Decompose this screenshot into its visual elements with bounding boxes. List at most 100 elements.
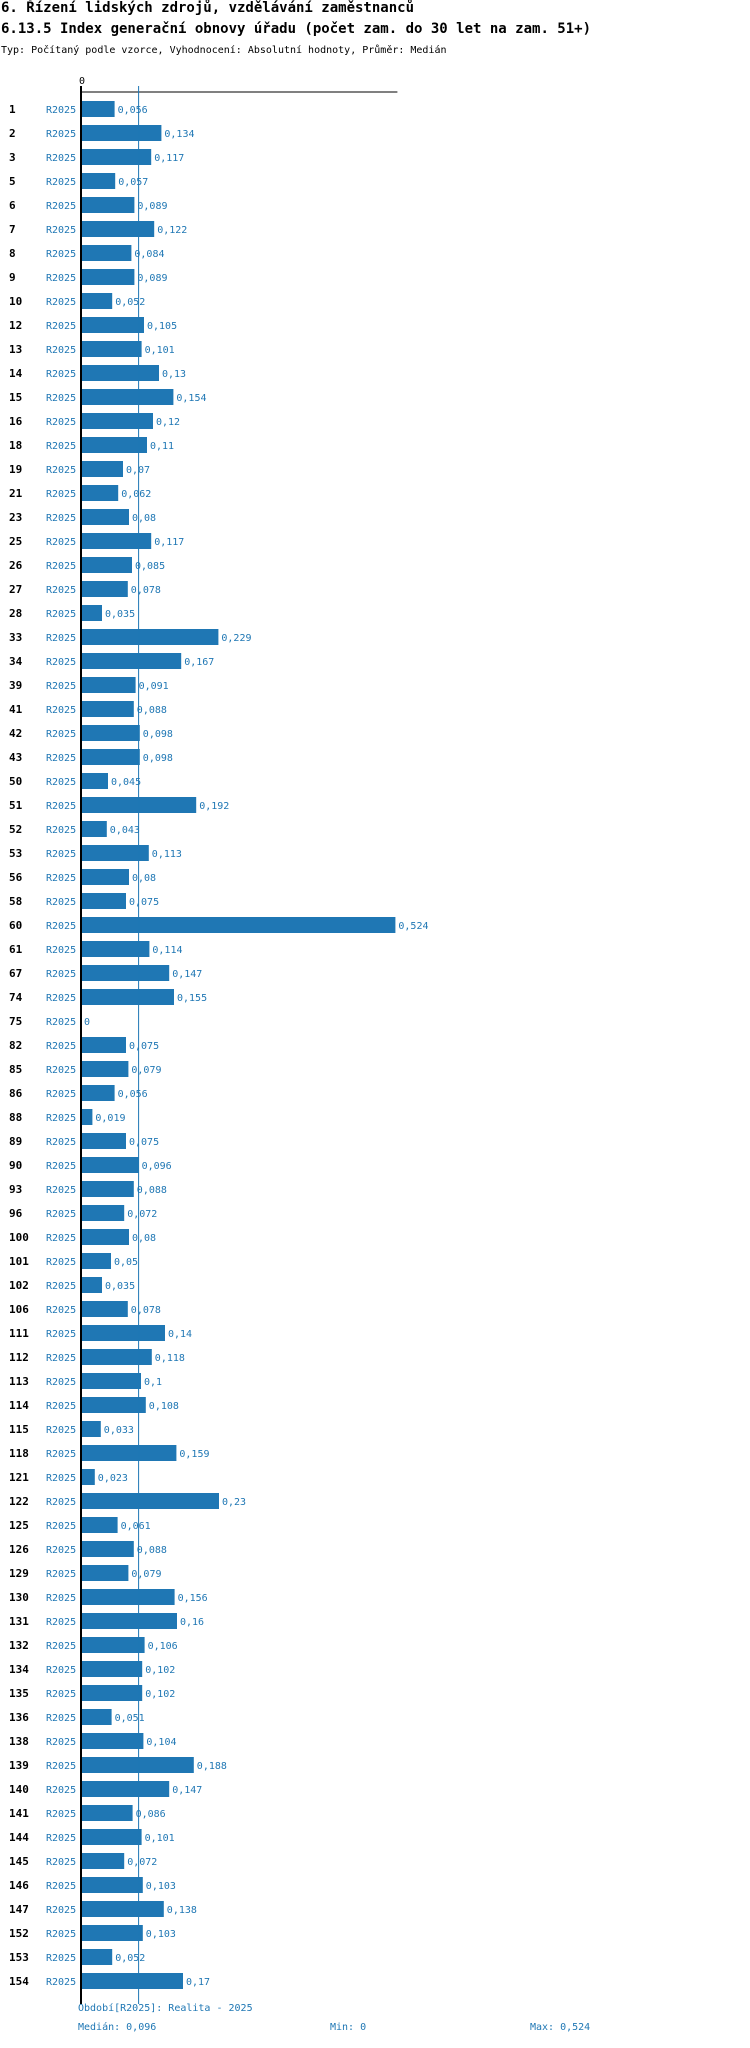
- category-label: 74: [9, 991, 23, 1004]
- bar: [81, 1037, 126, 1053]
- bar: [81, 1829, 142, 1845]
- series-label: R2025: [46, 1353, 76, 1364]
- value-label: 0,088: [137, 1185, 167, 1196]
- bar: [81, 269, 135, 285]
- value-label: 0,122: [157, 225, 187, 236]
- value-label: 0,089: [137, 201, 167, 212]
- series-label: R2025: [46, 1089, 76, 1100]
- series-label: R2025: [46, 849, 76, 860]
- footer-min: Min: 0: [330, 2022, 367, 2033]
- category-label: 58: [9, 895, 22, 908]
- series-label: R2025: [46, 417, 76, 428]
- series-label: R2025: [46, 1449, 76, 1460]
- category-label: 139: [9, 1759, 29, 1772]
- series-label: R2025: [46, 321, 76, 332]
- category-label: 88: [9, 1111, 22, 1124]
- value-label: 0,086: [136, 1809, 166, 1820]
- bar: [81, 941, 150, 957]
- bar: [81, 701, 134, 717]
- series-label: R2025: [46, 1473, 76, 1484]
- value-label: 0,11: [150, 441, 174, 452]
- bar: [81, 1757, 194, 1773]
- value-label: 0,079: [131, 1065, 161, 1076]
- category-label: 146: [9, 1879, 29, 1892]
- category-label: 26: [9, 559, 23, 572]
- bar: [81, 893, 126, 909]
- value-label: 0,117: [154, 537, 184, 548]
- value-label: 0,156: [178, 1593, 208, 1604]
- series-label: R2025: [46, 993, 76, 1004]
- category-label: 10: [9, 295, 22, 308]
- value-label: 0,023: [98, 1473, 128, 1484]
- series-label: R2025: [46, 105, 76, 116]
- bar: [81, 845, 149, 861]
- bar: [81, 1877, 143, 1893]
- bar: [81, 1685, 143, 1701]
- series-label: R2025: [46, 201, 76, 212]
- bar: [81, 173, 116, 189]
- bar: [81, 1613, 177, 1629]
- value-label: 0,098: [143, 729, 173, 740]
- bar: [81, 1565, 129, 1581]
- series-label: R2025: [46, 225, 76, 236]
- series-label: R2025: [46, 705, 76, 716]
- bar: [81, 1637, 145, 1653]
- value-label: 0,035: [105, 609, 135, 620]
- series-label: R2025: [46, 1641, 76, 1652]
- value-label: 0,106: [148, 1641, 178, 1652]
- bar: [81, 509, 129, 525]
- series-label: R2025: [46, 249, 76, 260]
- bar: [81, 317, 144, 333]
- series-label: R2025: [46, 513, 76, 524]
- category-label: 129: [9, 1567, 29, 1580]
- chart-meta: Typ: Počítaný podle vzorce, Vyhodnocení:…: [1, 45, 447, 56]
- series-label: R2025: [46, 1905, 76, 1916]
- category-label: 56: [9, 871, 23, 884]
- bar: [81, 1805, 133, 1821]
- series-label: R2025: [46, 561, 76, 572]
- series-label: R2025: [46, 1977, 76, 1988]
- series-label: R2025: [46, 1137, 76, 1148]
- category-label: 13: [9, 343, 22, 356]
- value-label: 0,101: [145, 1833, 175, 1844]
- value-label: 0,056: [118, 105, 148, 116]
- category-label: 125: [9, 1519, 29, 1532]
- category-label: 96: [9, 1207, 23, 1220]
- value-label: 0,155: [177, 993, 207, 1004]
- category-label: 131: [9, 1615, 29, 1628]
- category-label: 85: [9, 1063, 22, 1076]
- category-label: 21: [9, 487, 23, 500]
- category-label: 43: [9, 751, 22, 764]
- value-label: 0,043: [110, 825, 140, 836]
- value-label: 0,103: [146, 1881, 176, 1892]
- value-label: 0,154: [176, 393, 206, 404]
- bar: [81, 1325, 165, 1341]
- series-label: R2025: [46, 1257, 76, 1268]
- bar: [81, 677, 136, 693]
- value-label: 0,104: [146, 1737, 176, 1748]
- series-label: R2025: [46, 1689, 76, 1700]
- value-label: 0,23: [222, 1497, 246, 1508]
- series-label: R2025: [46, 1185, 76, 1196]
- series-label: R2025: [46, 537, 76, 548]
- value-label: 0,118: [155, 1353, 185, 1364]
- bar: [81, 389, 174, 405]
- bar: [81, 1157, 139, 1173]
- category-label: 115: [9, 1423, 29, 1436]
- category-label: 147: [9, 1903, 29, 1916]
- footer-max: Max: 0,524: [530, 2022, 591, 2033]
- category-label: 53: [9, 847, 22, 860]
- bar: [81, 1925, 143, 1941]
- category-label: 138: [9, 1735, 29, 1748]
- value-label: 0,072: [127, 1857, 157, 1868]
- series-label: R2025: [46, 729, 76, 740]
- value-label: 0,098: [143, 753, 173, 764]
- bar: [81, 605, 102, 621]
- value-label: 0,096: [142, 1161, 172, 1172]
- value-label: 0,192: [199, 801, 229, 812]
- category-label: 1: [9, 103, 16, 116]
- series-label: R2025: [46, 489, 76, 500]
- bar: [81, 1781, 170, 1797]
- value-label: 0,102: [145, 1689, 175, 1700]
- series-label: R2025: [46, 825, 76, 836]
